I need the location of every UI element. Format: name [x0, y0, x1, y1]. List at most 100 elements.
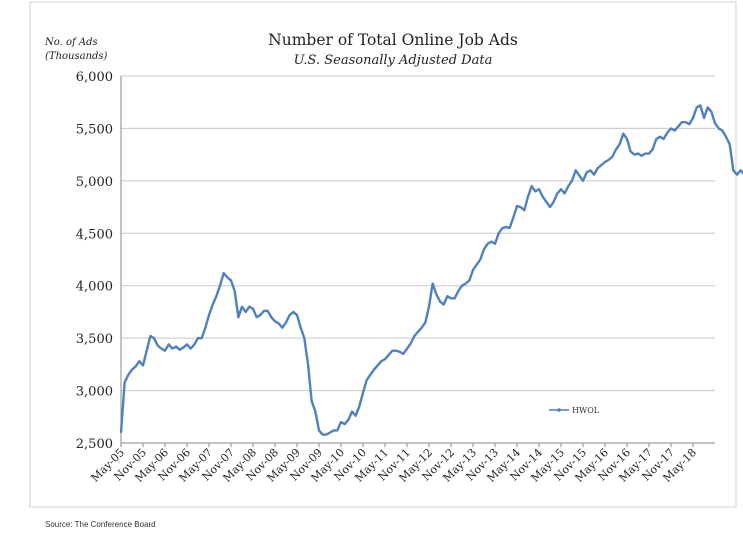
series-group	[119, 104, 743, 436]
data-point	[292, 311, 295, 313]
data-point	[472, 269, 474, 271]
chart-title: Number of Total Online Job Ads	[268, 31, 518, 49]
data-point	[164, 349, 166, 352]
data-point	[736, 173, 738, 176]
data-point	[406, 347, 408, 350]
data-point	[585, 171, 588, 174]
data-point	[156, 344, 159, 347]
data-point	[266, 309, 269, 312]
data-point	[343, 423, 346, 426]
data-point	[376, 364, 379, 367]
data-point	[420, 326, 423, 329]
data-point	[193, 343, 196, 346]
data-point	[288, 314, 291, 316]
data-point	[490, 240, 493, 243]
data-point	[611, 155, 614, 158]
data-point	[461, 284, 463, 287]
data-point	[186, 343, 188, 346]
data-point	[244, 311, 247, 313]
data-point	[699, 104, 702, 107]
data-point	[417, 330, 419, 333]
data-point	[310, 400, 313, 402]
data-point	[138, 360, 141, 363]
data-point	[552, 200, 555, 203]
data-point	[644, 152, 647, 155]
source-note: Source: The Conference Board	[45, 520, 156, 529]
data-point	[688, 123, 691, 126]
data-point	[512, 216, 515, 219]
data-point	[516, 205, 518, 207]
data-point	[127, 373, 130, 376]
data-point	[545, 200, 548, 203]
data-point	[145, 349, 148, 352]
data-point	[582, 179, 584, 182]
data-point	[673, 129, 676, 132]
data-point	[721, 129, 724, 132]
data-point	[197, 337, 199, 340]
data-point	[340, 421, 342, 423]
data-point	[259, 314, 262, 316]
data-point	[171, 347, 174, 350]
data-point	[648, 152, 650, 155]
data-point	[222, 272, 225, 275]
data-point	[402, 352, 405, 355]
data-point	[398, 350, 401, 353]
y-tick-label: 3,000	[76, 385, 113, 400]
data-point	[384, 358, 386, 361]
data-point	[717, 127, 720, 130]
y-tick-label: 4,000	[76, 280, 113, 295]
data-point	[633, 153, 636, 156]
data-point	[596, 167, 599, 170]
data-point	[211, 303, 214, 306]
data-point	[431, 282, 434, 285]
data-point	[464, 282, 467, 285]
data-point	[560, 188, 562, 191]
data-point	[296, 314, 298, 316]
y-tick-label: 5,000	[76, 175, 113, 190]
data-point	[325, 433, 328, 436]
y-axis-ticks: 2,500 3,000 3,500 4,000 4,500 5,000 5,500 6,000	[76, 70, 113, 452]
data-point	[637, 152, 639, 155]
data-point	[369, 373, 372, 376]
data-point	[571, 179, 573, 182]
data-point	[131, 368, 133, 371]
data-point	[538, 188, 540, 191]
data-point	[208, 314, 210, 316]
data-point	[142, 364, 144, 367]
data-point	[281, 326, 284, 329]
data-point	[519, 206, 522, 208]
data-point	[475, 263, 478, 266]
data-point	[670, 127, 672, 130]
data-point	[563, 192, 566, 195]
data-point	[314, 410, 317, 413]
data-point	[600, 164, 603, 167]
data-point	[277, 322, 280, 325]
data-point	[692, 117, 694, 119]
data-point	[270, 316, 273, 319]
data-point	[178, 348, 181, 351]
series-line-hwol	[119, 104, 743, 436]
data-point	[134, 365, 137, 368]
data-point	[530, 185, 533, 188]
data-point	[439, 300, 441, 303]
data-point	[274, 320, 276, 323]
data-point	[373, 368, 375, 371]
data-point	[468, 279, 471, 282]
chart-frame	[29, 1, 737, 508]
data-point	[541, 195, 544, 198]
data-point	[435, 293, 438, 296]
data-point	[318, 429, 320, 432]
data-point	[615, 148, 617, 151]
data-point	[505, 226, 507, 228]
data-point	[651, 148, 654, 151]
data-point	[732, 169, 735, 172]
data-point	[556, 192, 559, 195]
data-point	[728, 143, 731, 146]
data-point	[409, 342, 412, 345]
data-point	[233, 290, 236, 292]
data-point	[123, 381, 126, 384]
data-point	[424, 321, 427, 324]
data-point	[483, 248, 485, 250]
data-point	[189, 347, 192, 350]
